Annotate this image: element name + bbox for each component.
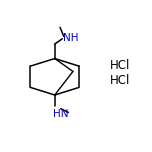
Text: HCl: HCl <box>109 74 130 87</box>
Text: HCl: HCl <box>109 59 130 72</box>
Text: NH: NH <box>63 33 79 43</box>
Text: HN: HN <box>53 109 69 119</box>
